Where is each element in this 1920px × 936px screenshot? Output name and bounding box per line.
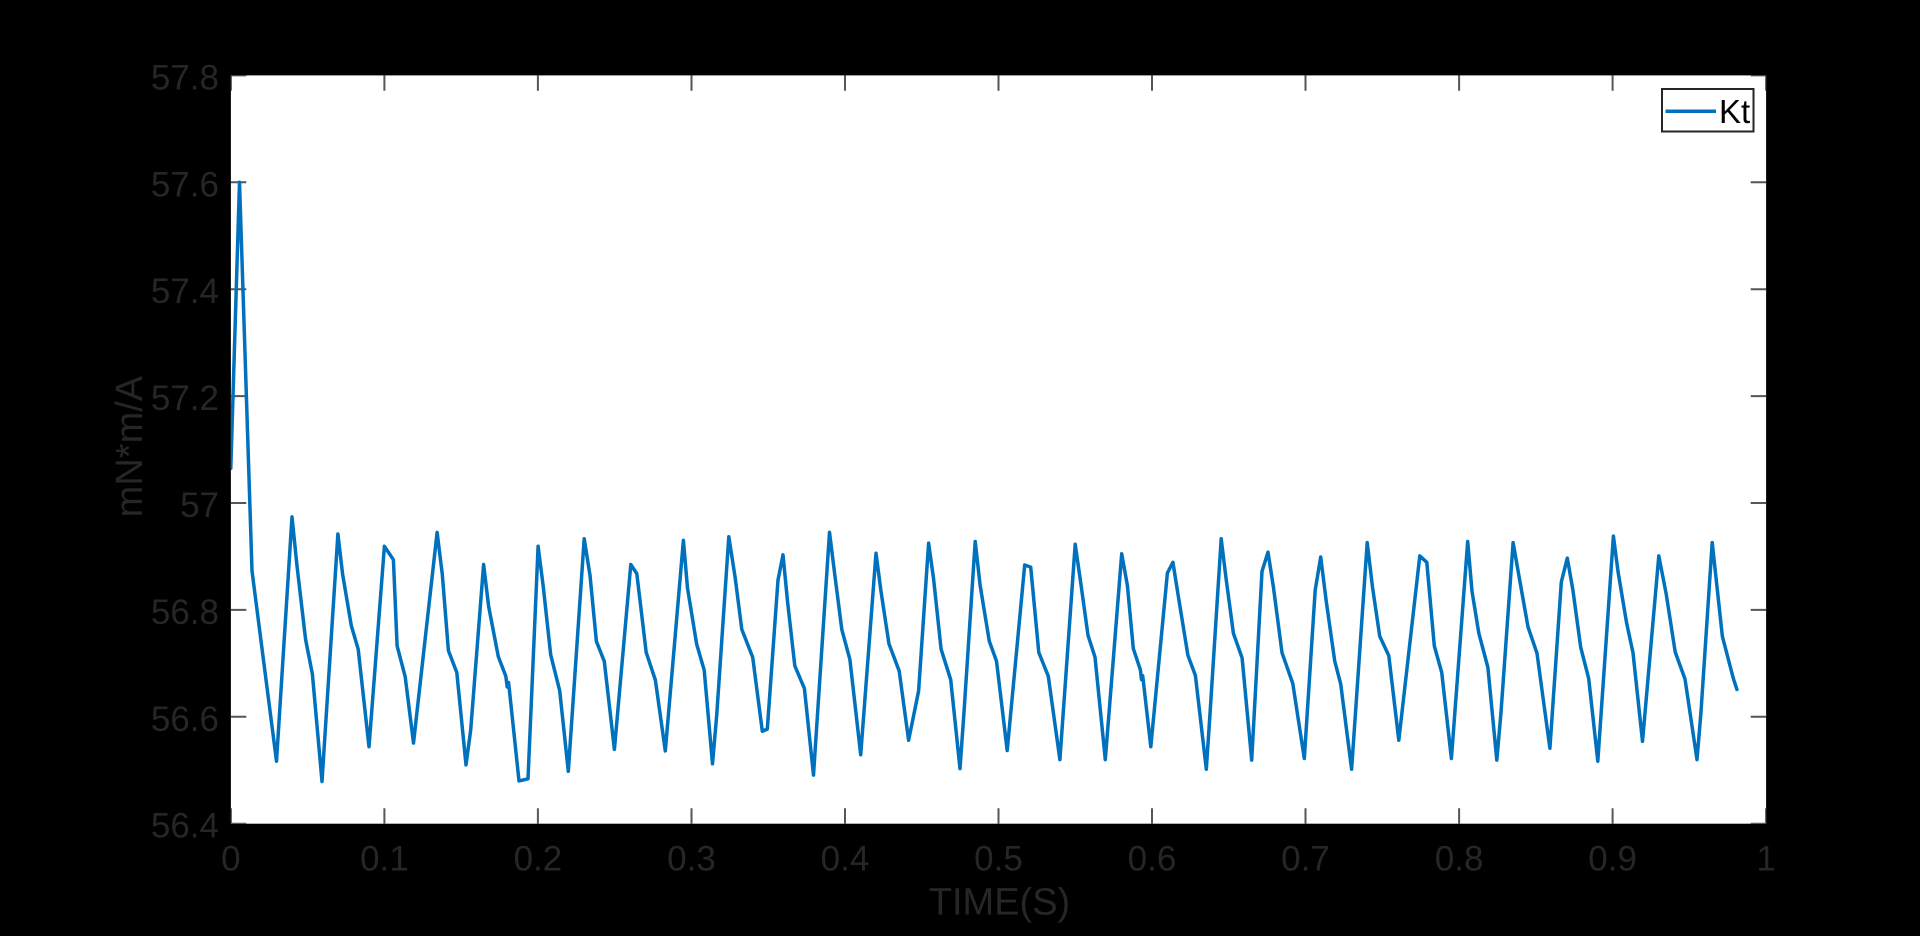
svg-text:57.8: 57.8 (151, 58, 219, 97)
svg-text:56.8: 56.8 (151, 593, 219, 632)
svg-text:57.2: 57.2 (151, 379, 219, 418)
svg-text:mN*m/A: mN*m/A (109, 375, 151, 517)
svg-text:0.5: 0.5 (974, 840, 1023, 879)
svg-text:57.6: 57.6 (151, 165, 219, 204)
svg-text:0.3: 0.3 (667, 840, 716, 879)
svg-text:0.6: 0.6 (1128, 840, 1177, 879)
svg-text:57: 57 (180, 486, 219, 525)
svg-text:0.2: 0.2 (514, 840, 563, 879)
svg-text:56.6: 56.6 (151, 700, 219, 739)
svg-text:0.1: 0.1 (360, 840, 409, 879)
svg-text:TIME(S): TIME(S) (929, 882, 1070, 924)
svg-text:57.4: 57.4 (151, 272, 219, 311)
svg-text:1: 1 (1756, 840, 1775, 879)
svg-text:56.4: 56.4 (151, 807, 219, 846)
svg-text:0.4: 0.4 (821, 840, 870, 879)
svg-text:0.9: 0.9 (1588, 840, 1637, 879)
svg-text:0: 0 (221, 840, 240, 879)
svg-text:0.8: 0.8 (1435, 840, 1484, 879)
svg-text:Kt: Kt (1719, 93, 1750, 130)
svg-text:0.7: 0.7 (1281, 840, 1330, 879)
